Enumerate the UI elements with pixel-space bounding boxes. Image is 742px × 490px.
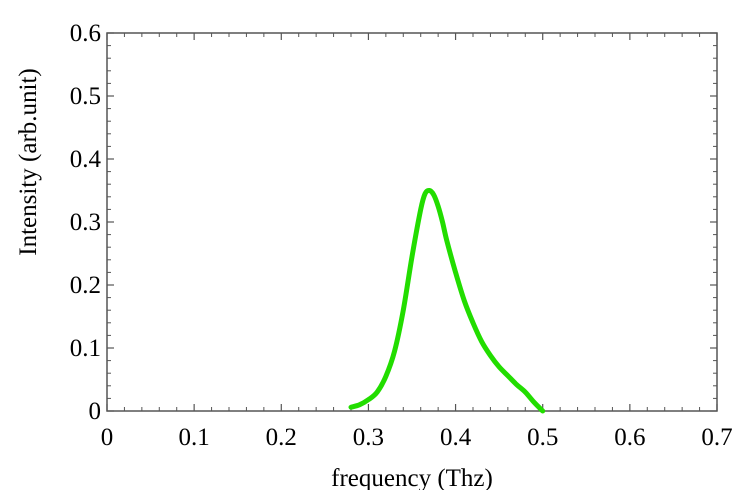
x-tick-label: 0 — [101, 424, 114, 451]
y-tick-label: 0.2 — [70, 272, 101, 299]
x-tick-label: 0.5 — [527, 424, 558, 451]
plot-frame — [106, 32, 718, 412]
y-tick-label: 0.4 — [70, 146, 102, 173]
x-axis-title: frequency (Thz) — [331, 465, 493, 490]
x-tick-label: 0.4 — [440, 424, 472, 451]
x-tick-label: 0.7 — [701, 424, 732, 451]
x-tick-label: 0.6 — [614, 424, 645, 451]
y-tick-label: 0.3 — [70, 209, 101, 236]
series-group — [348, 187, 546, 414]
y-tick-label: 0 — [89, 398, 102, 425]
axis-tick-labels: 0 0.1 0.2 0.3 0.4 0.5 0.6 0.7 0 0.1 0.2 0.3 0.4 0.5 0.… — [70, 20, 733, 451]
y-tick-label: 0.5 — [70, 83, 101, 110]
x-tick-label: 0.3 — [353, 424, 384, 451]
y-tick-label: 0.1 — [70, 335, 101, 362]
series-line — [348, 187, 546, 414]
y-axis-title: Intensity (arb.unit) — [15, 68, 42, 255]
y-tick-label: 0.6 — [70, 20, 101, 47]
axis-ticks — [106, 32, 718, 412]
x-tick-label: 0.2 — [266, 424, 297, 451]
x-tick-label: 0.1 — [179, 424, 210, 451]
